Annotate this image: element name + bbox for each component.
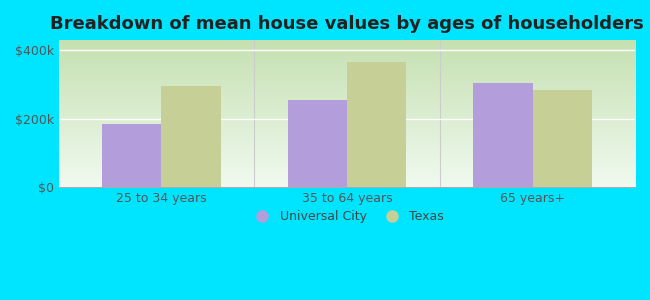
- Bar: [533, 90, 592, 187]
- Bar: [287, 100, 347, 187]
- Bar: [347, 62, 406, 187]
- Bar: [533, 90, 592, 187]
- Bar: [347, 62, 406, 187]
- Bar: [287, 100, 347, 187]
- Bar: [473, 83, 533, 187]
- Title: Breakdown of mean house values by ages of householders: Breakdown of mean house values by ages o…: [50, 15, 644, 33]
- Legend: Universal City, Texas: Universal City, Texas: [245, 205, 449, 228]
- Bar: [161, 86, 220, 187]
- Bar: [101, 124, 161, 187]
- Bar: [161, 86, 220, 187]
- Bar: [473, 83, 533, 187]
- Bar: [101, 124, 161, 187]
